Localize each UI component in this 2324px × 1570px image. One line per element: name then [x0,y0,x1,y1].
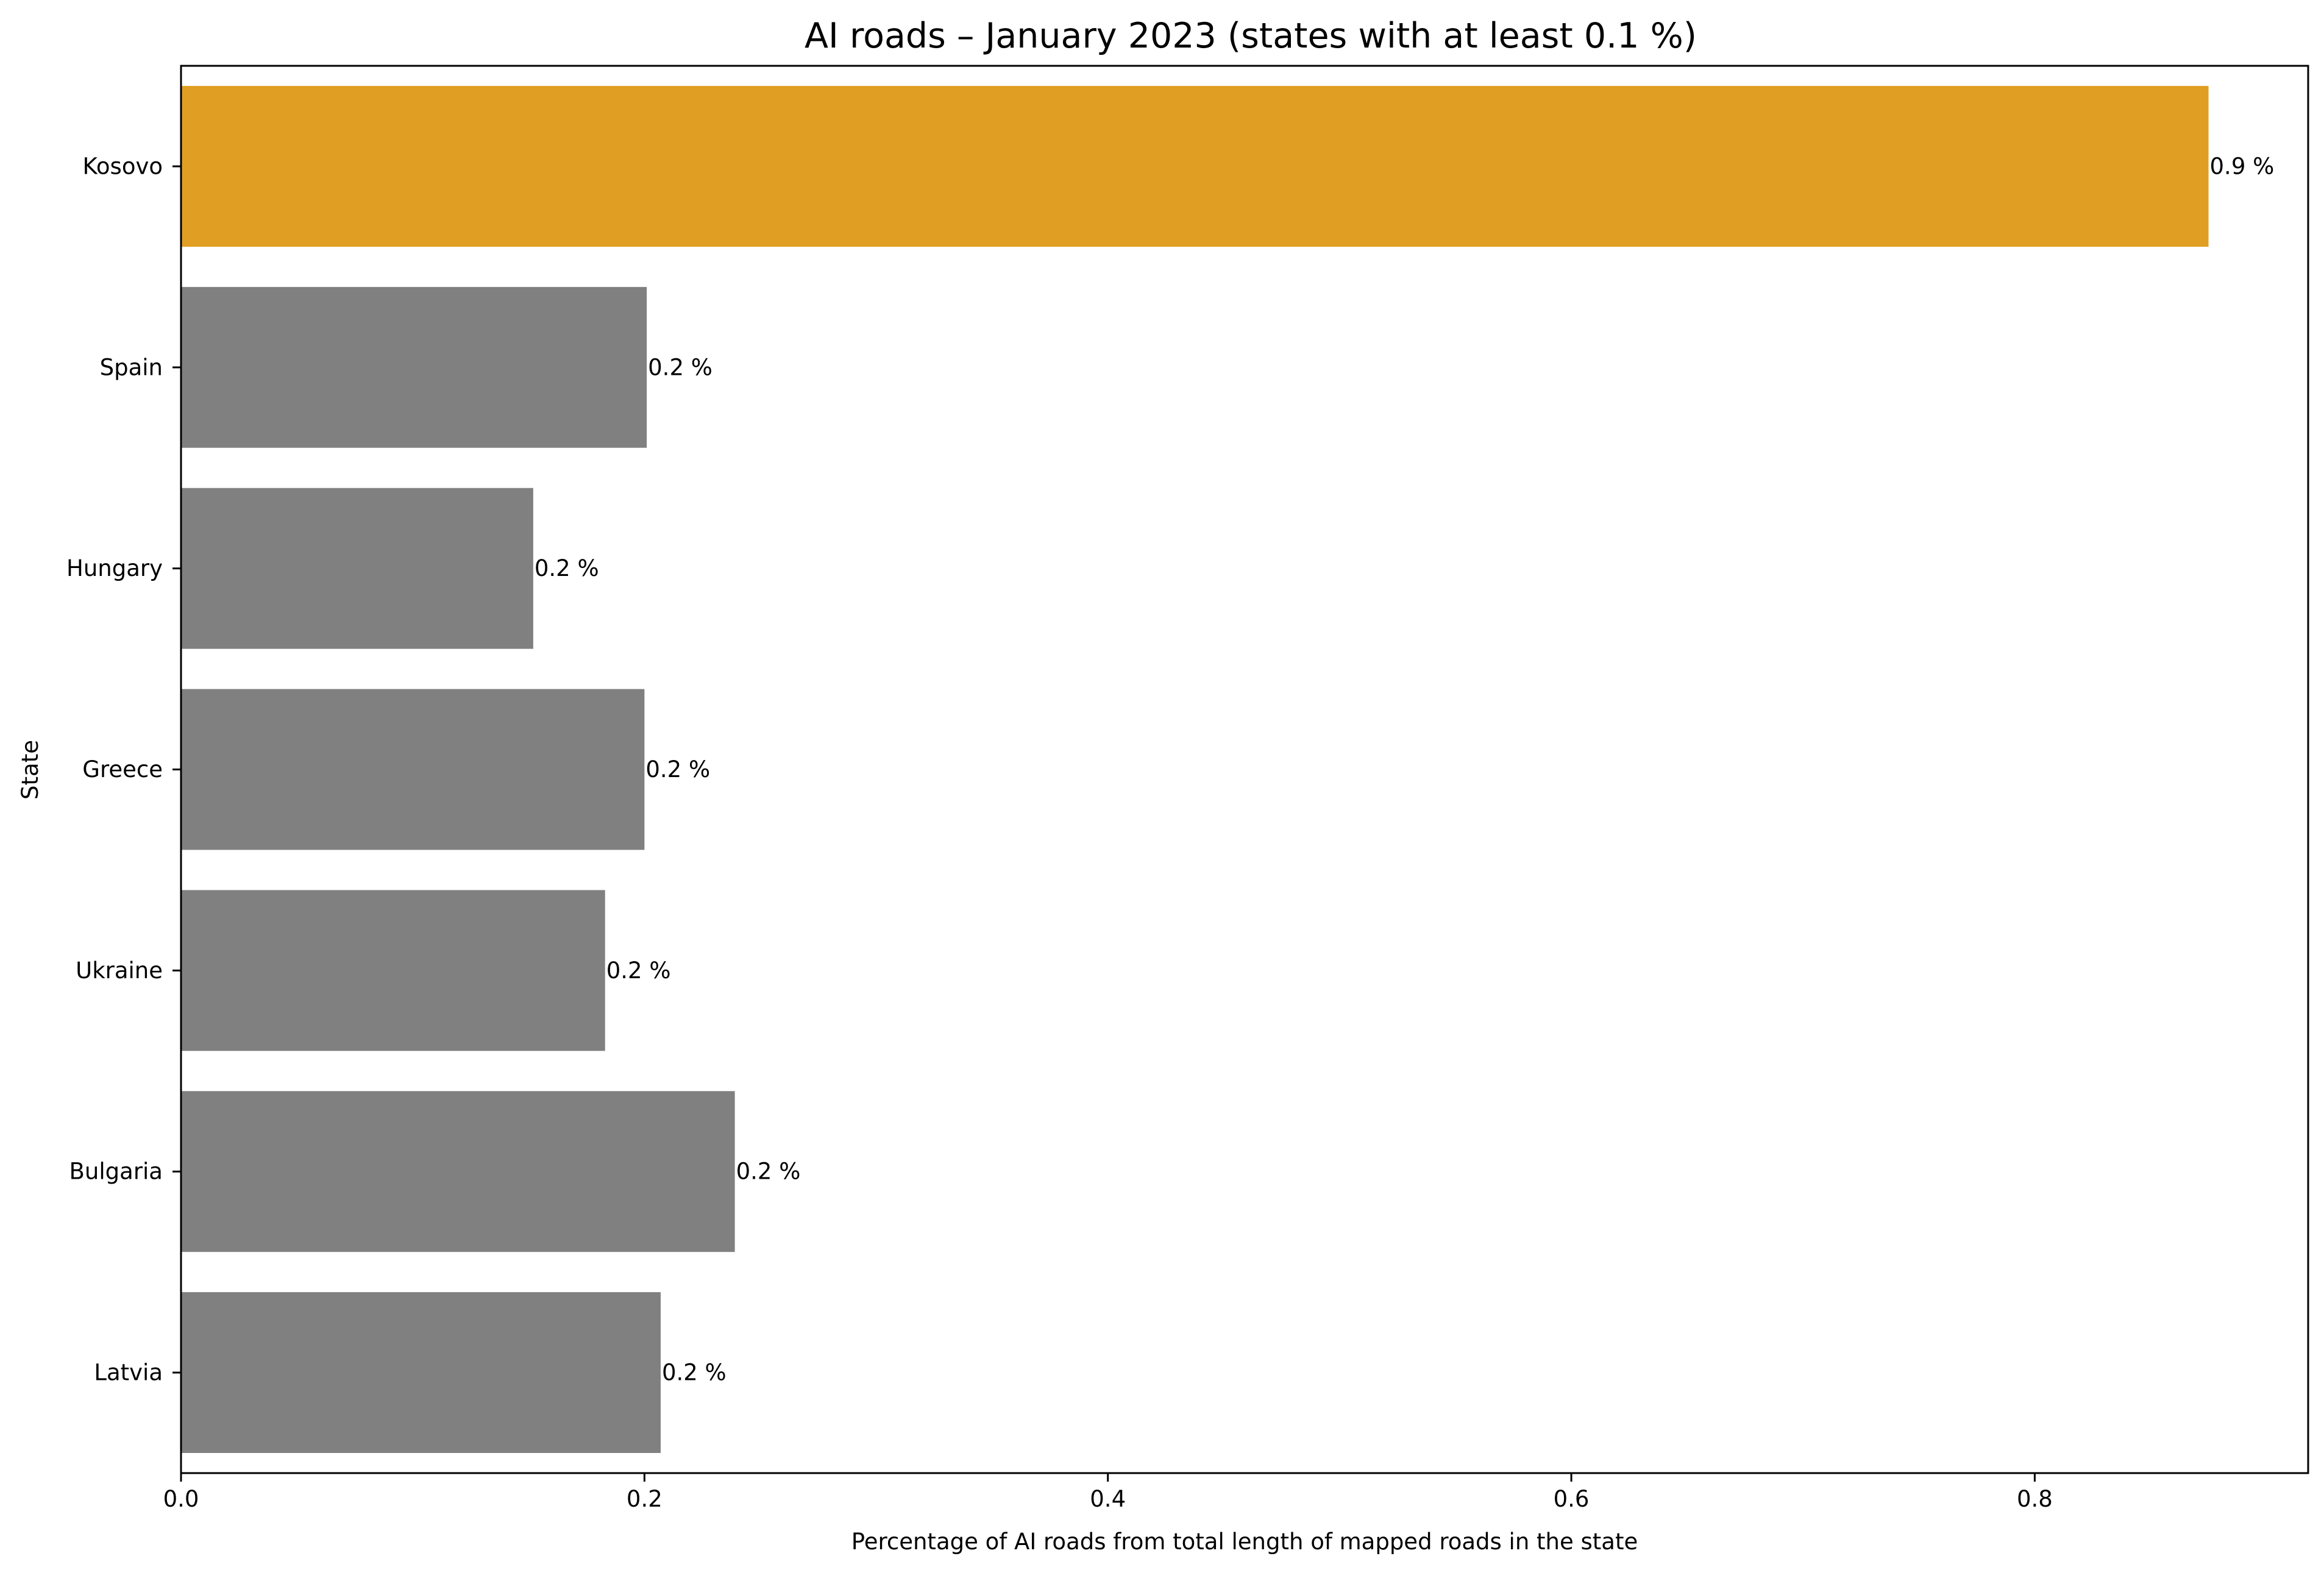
y-tick-label-hungary: Hungary [66,555,163,581]
y-tick-label-latvia: Latvia [94,1360,163,1386]
bar-labels-layer: 0.9 % 0.2 % 0.2 % 0.2 % 0.2 % 0.2 % 0.2 % [535,153,2274,1385]
bar-bulgaria [181,1091,735,1252]
chart-title: AI roads – January 2023 (states with at … [805,16,1697,56]
bar-value-label-spain: 0.2 % [648,354,712,380]
y-axis: Kosovo Spain Hungary Greece Ukraine Bulgaria L… [66,153,181,1386]
y-tick-label-bulgaria: Bulgaria [69,1159,163,1185]
y-tick-label-kosovo: Kosovo [82,153,163,179]
bar-latvia [181,1292,661,1454]
x-axis-title: Percentage of AI roads from total length… [851,1529,1638,1555]
x-axis: 0.0 0.2 0.4 0.6 0.8 [163,1473,2053,1512]
plot-frame [180,65,2309,1474]
bars-layer [181,85,2209,1454]
y-tick-label-greece: Greece [82,756,163,783]
x-tick-label-1: 0.2 [627,1486,663,1512]
x-tick-label-0: 0.0 [163,1486,199,1512]
y-axis-title: State [17,740,43,800]
y-tick-label-spain: Spain [100,354,163,380]
x-tick-label-4: 0.8 [2017,1486,2053,1512]
bar-value-label-bulgaria: 0.2 % [736,1159,801,1185]
bar-value-label-greece: 0.2 % [645,756,710,783]
x-tick-label-2: 0.4 [1090,1486,1126,1512]
bar-kosovo [181,85,2209,247]
bar-value-label-hungary: 0.2 % [535,555,599,581]
x-tick-label-3: 0.6 [1554,1486,1590,1512]
bar-hungary [181,488,533,649]
y-tick-label-ukraine: Ukraine [76,957,163,984]
bar-value-label-ukraine: 0.2 % [606,957,671,984]
bar-greece [181,689,645,850]
bar-ukraine [181,890,605,1051]
bar-value-label-latvia: 0.2 % [662,1360,727,1386]
bar-value-label-kosovo: 0.9 % [2210,153,2275,179]
bar-spain [181,286,647,448]
